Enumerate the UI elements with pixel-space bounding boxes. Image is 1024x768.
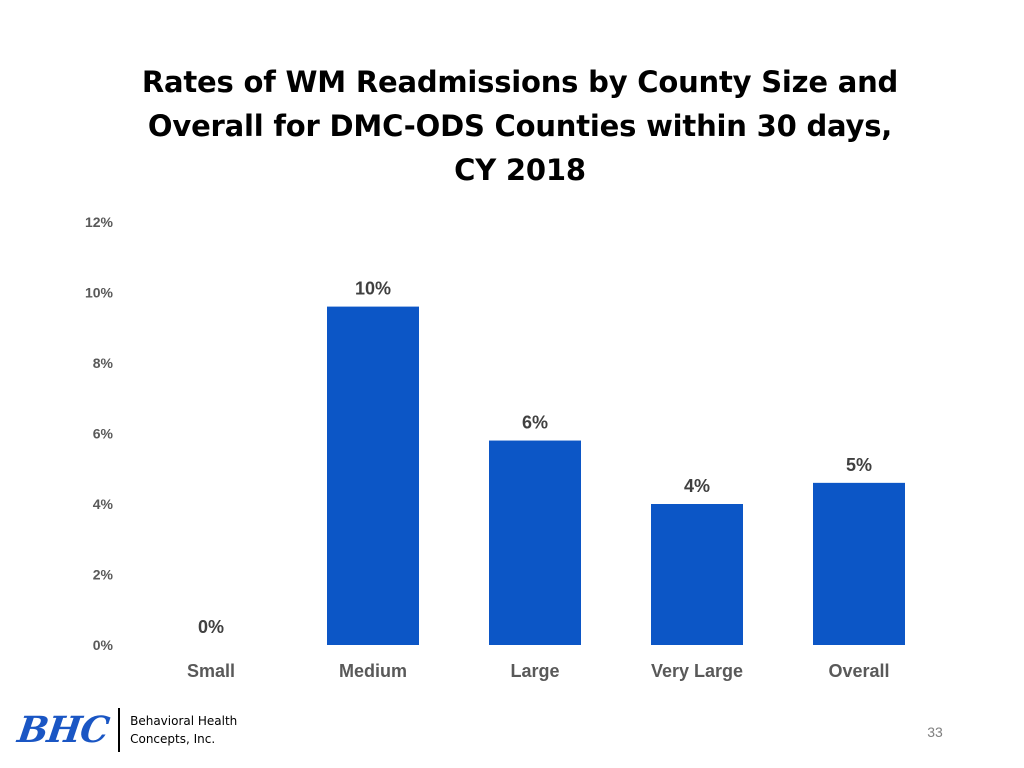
y-tick-label: 6%	[93, 426, 114, 442]
x-category-label: Small	[187, 661, 235, 681]
company-name: Behavioral Health Concepts, Inc.	[130, 712, 237, 748]
data-label: 6%	[522, 413, 548, 433]
company-name-line-2: Concepts, Inc.	[130, 732, 216, 746]
title-line-1: Rates of WM Readmissions by County Size …	[141, 65, 899, 99]
logo-divider	[118, 708, 121, 752]
company-name-line-1: Behavioral Health	[130, 714, 238, 728]
y-tick-label: 12%	[85, 214, 114, 230]
bhc-logo-mark: BHC	[15, 709, 112, 751]
y-tick-label: 8%	[93, 355, 114, 371]
bar	[813, 482, 905, 645]
x-category-label: Very Large	[651, 661, 743, 681]
y-tick-label: 4%	[93, 496, 114, 512]
slide-title: Rates of WM Readmissions by County Size …	[60, 60, 980, 192]
y-tick-label: 10%	[85, 285, 114, 301]
y-tick-label: 2%	[93, 567, 114, 583]
page-number: 33	[927, 724, 943, 740]
bar-chart: 0% 2% 4% 6% 8% 10% 12% 0% Small 10% Medium 6% Large 4…	[85, 214, 905, 681]
x-category-label: Medium	[339, 661, 407, 681]
bar	[489, 440, 581, 645]
x-category-label: Overall	[828, 661, 889, 681]
company-logo: BHC Behavioral Health Concepts, Inc.	[15, 708, 237, 752]
data-label: 0%	[198, 617, 224, 637]
title-line-2: Overall for DMC-ODS Counties within 30 d…	[147, 109, 893, 143]
bar	[651, 504, 743, 645]
x-category-label: Large	[510, 661, 559, 681]
data-label: 10%	[355, 279, 391, 299]
data-label: 5%	[846, 455, 872, 475]
title-line-3: CY 2018	[454, 153, 586, 187]
data-label: 4%	[684, 476, 710, 496]
y-tick-label: 0%	[93, 637, 114, 653]
bar	[327, 306, 419, 645]
